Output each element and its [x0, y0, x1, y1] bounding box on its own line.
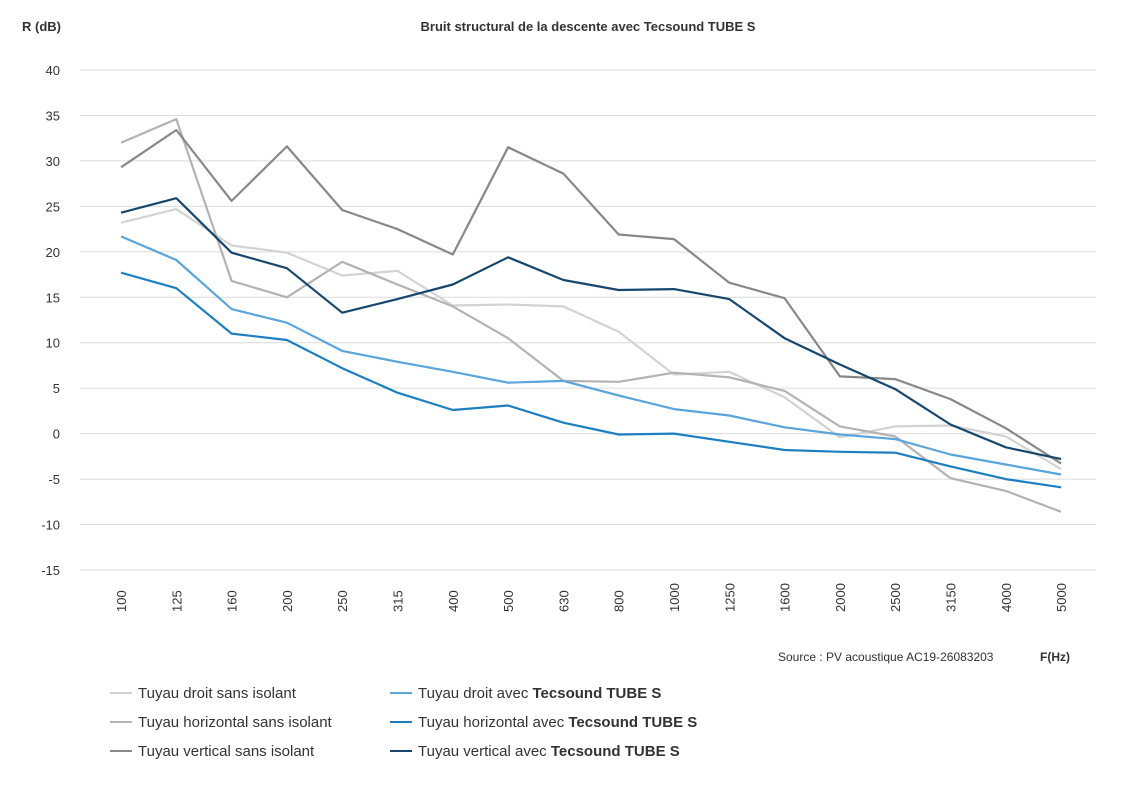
series-line-2: [120, 128, 1062, 465]
x-tick-label: 5000: [1054, 583, 1069, 612]
y-axis-ticks: 40 35 30 25 20 15 10 5 0 -5 -10 -15: [41, 63, 60, 578]
legend-label-brand: Tecsound TUBE S: [532, 684, 662, 702]
legend-item: Tuyau horizontal sans isolant: [110, 711, 332, 733]
y-tick-label: 40: [46, 63, 60, 78]
y-tick-label: 15: [46, 290, 60, 305]
source-note: Source : PV acoustique AC19-26083203: [778, 650, 994, 664]
series-line-1: [120, 117, 1062, 513]
legend-swatch: [390, 721, 412, 723]
y-axis-label: R (dB): [22, 19, 61, 34]
x-tick-label: 400: [446, 590, 461, 612]
legend-item: Tuyau droit avec Tecsound TUBE S: [390, 682, 661, 704]
legend-swatch: [110, 721, 132, 723]
y-tick-label: 35: [46, 108, 60, 123]
x-tick-label: 2000: [833, 583, 848, 612]
legend-label: Tuyau droit avec: [418, 684, 533, 702]
legend-label: Tuyau horizontal sans isolant: [138, 713, 332, 731]
legend-swatch: [390, 750, 412, 752]
x-tick-label: 250: [335, 590, 350, 612]
y-tick-label: -5: [48, 472, 60, 487]
legend: Tuyau droit sans isolant Tuyau horizontal…: [110, 682, 730, 772]
x-tick-label: 800: [612, 590, 627, 612]
grid-lines: [80, 69, 1096, 571]
x-tick-label: 3150: [944, 583, 959, 612]
y-tick-label: 5: [53, 381, 60, 396]
x-tick-label: 125: [169, 590, 184, 612]
y-tick-label: 10: [46, 336, 60, 351]
y-tick-label: -15: [41, 563, 60, 578]
legend-label-brand: Tecsound TUBE S: [550, 742, 680, 760]
series-line-0: [120, 208, 1062, 471]
legend-item: Tuyau horizontal avec Tecsound TUBE S: [390, 711, 697, 733]
x-tick-label: 1250: [722, 583, 737, 612]
y-tick-label: 25: [46, 199, 60, 214]
x-tick-label: 1000: [667, 583, 682, 612]
x-tick-label: 100: [114, 590, 129, 612]
x-tick-label: 2500: [888, 583, 903, 612]
y-tick-label: 20: [46, 245, 60, 260]
legend-swatch: [390, 692, 412, 694]
x-tick-label: 1600: [778, 583, 793, 612]
legend-label: Tuyau vertical avec: [418, 742, 551, 760]
series-line-5: [120, 197, 1062, 461]
line-chart: R (dB) Bruit structural de la descente a…: [22, 19, 1096, 664]
x-axis-label: F(Hz): [1040, 650, 1070, 664]
y-tick-label: 30: [46, 154, 60, 169]
legend-swatch: [110, 692, 132, 694]
legend-label: Tuyau vertical sans isolant: [138, 742, 315, 760]
x-tick-label: 160: [225, 590, 240, 612]
legend-label-brand: Tecsound TUBE S: [568, 713, 698, 731]
series-line-4: [120, 271, 1062, 489]
x-axis-ticks: 100 125 160 200 250 315 400 500 630 800 1000 1250 16…: [114, 583, 1069, 612]
x-tick-label: 315: [391, 590, 406, 612]
y-tick-label: 0: [53, 427, 60, 442]
x-tick-label: 200: [280, 590, 295, 612]
legend-item: Tuyau droit sans isolant: [110, 682, 296, 704]
y-tick-label: -10: [41, 518, 60, 533]
legend-label: Tuyau horizontal avec: [418, 713, 569, 731]
x-tick-label: 4000: [999, 583, 1014, 612]
x-tick-label: 500: [501, 590, 516, 612]
legend-swatch: [110, 750, 132, 752]
series-lines: [120, 117, 1062, 513]
legend-item: Tuyau vertical sans isolant: [110, 740, 314, 762]
x-tick-label: 630: [556, 590, 571, 612]
legend-label: Tuyau droit sans isolant: [138, 684, 296, 702]
legend-item: Tuyau vertical avec Tecsound TUBE S: [390, 740, 680, 762]
chart-title: Bruit structural de la descente avec Tec…: [421, 19, 756, 34]
series-line-3: [120, 235, 1062, 476]
